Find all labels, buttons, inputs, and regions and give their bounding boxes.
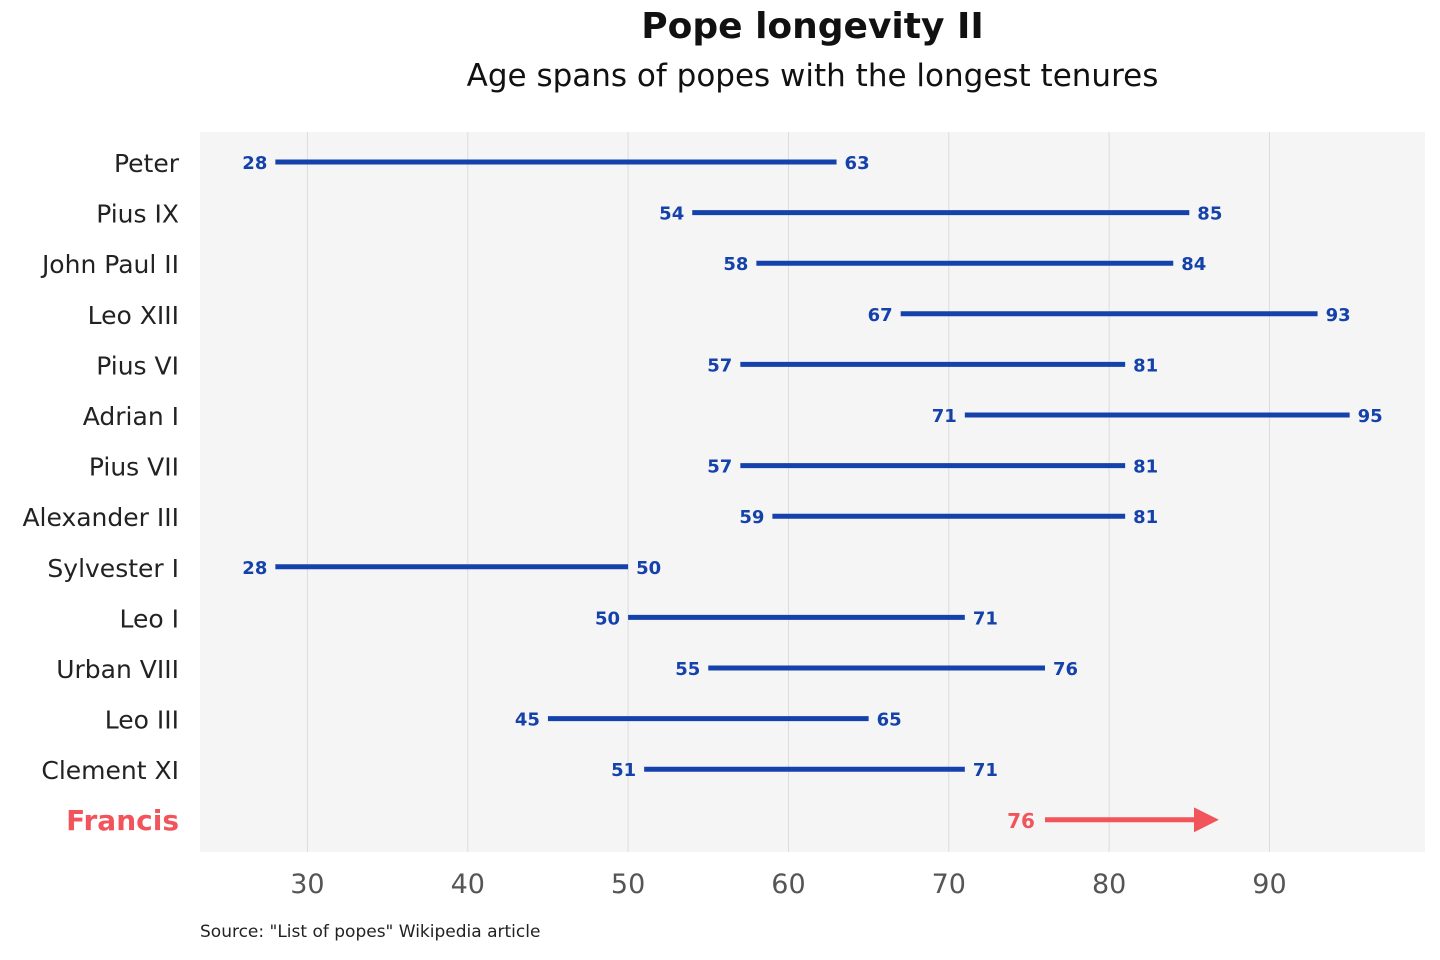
- range-start-label: 54: [659, 204, 684, 225]
- range-start-label: 57: [707, 355, 732, 376]
- range-start-label: 58: [723, 254, 748, 275]
- x-tick-label: 90: [1252, 869, 1286, 900]
- range-end-label: 84: [1181, 254, 1206, 275]
- range-start-label: 55: [675, 659, 700, 680]
- range-end-label: 63: [845, 153, 870, 174]
- range-end-label: 76: [1053, 659, 1078, 680]
- range-start-label: 51: [611, 760, 636, 781]
- y-category-label: Adrian I: [83, 402, 179, 431]
- range-start-label: 28: [242, 558, 267, 579]
- x-tick-label: 50: [611, 869, 645, 900]
- x-tick-label: 30: [290, 869, 324, 900]
- chart-title: Pope longevity II: [641, 6, 984, 47]
- chart-subtitle: Age spans of popes with the longest tenu…: [466, 58, 1159, 94]
- range-start-label: 45: [515, 710, 540, 731]
- range-start-label: 50: [595, 608, 620, 629]
- range-end-label: 81: [1133, 355, 1158, 376]
- x-tick-label: 80: [1092, 869, 1126, 900]
- range-end-label: 93: [1326, 305, 1351, 326]
- x-tick-label: 60: [771, 869, 805, 900]
- range-end-label: 81: [1133, 507, 1158, 528]
- range-end-label: 81: [1133, 457, 1158, 478]
- range-start-label: 59: [739, 507, 764, 528]
- y-category-label: Peter: [114, 149, 180, 178]
- y-category-label: Sylvester I: [47, 554, 179, 583]
- source-note: Source: "List of popes" Wikipedia articl…: [200, 922, 541, 942]
- y-category-label: John Paul II: [40, 250, 179, 279]
- range-end-label: 71: [973, 760, 998, 781]
- range-start-label: 28: [242, 153, 267, 174]
- y-category-label: Pius VII: [89, 453, 179, 482]
- range-start-label: 67: [868, 305, 893, 326]
- range-start-label: 71: [932, 406, 957, 427]
- highlight-start-label: 76: [1007, 809, 1035, 833]
- range-end-label: 95: [1358, 406, 1383, 427]
- x-tick-label: 40: [451, 869, 485, 900]
- x-tick-label: 70: [932, 869, 966, 900]
- y-category-label: Alexander III: [22, 503, 179, 532]
- y-category-label: Clement XI: [41, 756, 179, 785]
- y-category-label: Pius VI: [96, 351, 179, 380]
- y-category-label: Pius IX: [96, 200, 179, 229]
- range-end-label: 65: [877, 710, 902, 731]
- y-category-label: Leo III: [105, 706, 179, 735]
- range-end-label: 85: [1197, 204, 1222, 225]
- y-category-label: Leo XIII: [88, 301, 179, 330]
- range-end-label: 50: [636, 558, 661, 579]
- range-start-label: 57: [707, 457, 732, 478]
- range-end-label: 71: [973, 608, 998, 629]
- y-category-label: Urban VIII: [56, 655, 179, 684]
- plot-panel: [200, 132, 1425, 852]
- highlight-category-label: Francis: [66, 804, 179, 837]
- y-category-label: Leo I: [120, 604, 180, 633]
